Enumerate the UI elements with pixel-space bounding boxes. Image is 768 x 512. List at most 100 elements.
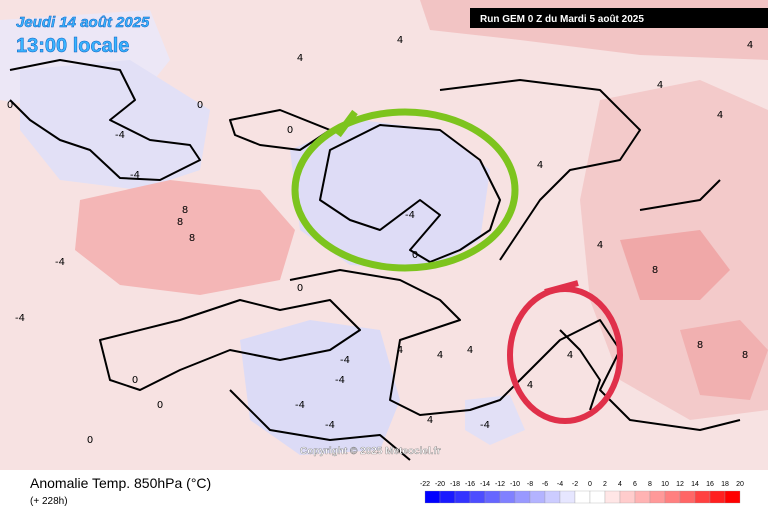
colorbar-tick-label: 18	[721, 481, 729, 488]
lead-time: (+ 228h)	[30, 496, 68, 507]
colorbar-tick-label: -18	[450, 481, 460, 488]
colorbar-tick-label: -2	[572, 481, 578, 488]
anomaly-area	[290, 120, 490, 270]
colorbar-tick-label: 6	[633, 481, 637, 488]
colorbar-box	[724, 490, 741, 504]
coastline	[319, 124, 501, 263]
coastline	[439, 79, 641, 261]
colorbar-tick-label: -20	[435, 481, 445, 488]
contour-label: 4	[747, 40, 753, 51]
colorbar-tick-label: -12	[495, 481, 505, 488]
colorbar-box	[619, 490, 636, 504]
contour-label: 8	[652, 265, 658, 276]
colorbar-tick-label: 10	[661, 481, 669, 488]
contour-label: -4	[130, 170, 140, 181]
colorbar-box	[589, 490, 606, 504]
contour-label: 0	[412, 250, 418, 261]
copyright: Copyright © 2025 Meteociel.fr	[300, 446, 441, 457]
contour-label: 4	[467, 345, 473, 356]
coastline	[229, 389, 411, 461]
anomaly-area	[680, 320, 768, 400]
contour-label: 8	[742, 350, 748, 361]
colorbar-tick-label: -22	[420, 481, 430, 488]
colorbar-box	[514, 490, 531, 504]
contour-label: -4	[405, 210, 415, 221]
forecast-date: Jeudi 14 août 2025	[16, 14, 150, 31]
contour-label: 8	[182, 205, 188, 216]
colorbar-tick-label: 2	[603, 481, 607, 488]
colorbar-tick-label: 16	[706, 481, 714, 488]
contour-label: 0	[132, 375, 138, 386]
contour-label: -4	[325, 420, 335, 431]
contour-label: 4	[657, 80, 663, 91]
colorbar-box	[469, 490, 486, 504]
colorbar-tick-label: 12	[676, 481, 684, 488]
contour-label: -4	[295, 400, 305, 411]
colorbar-box	[664, 490, 681, 504]
colorbar-tick-label: 0	[588, 481, 592, 488]
footer-title: Anomalie Temp. 850hPa (°C)	[30, 475, 211, 491]
contour-label: 4	[527, 380, 533, 391]
contour-label: 4	[427, 415, 433, 426]
contour-label: 4	[537, 160, 543, 171]
contour-label: 0	[287, 125, 293, 136]
colorbar-tick-label: -4	[557, 481, 563, 488]
colorbar-tick-label: 8	[648, 481, 652, 488]
contour-label: 8	[177, 217, 183, 228]
annotations	[291, 108, 623, 424]
colorbar-box	[709, 490, 726, 504]
coastline	[559, 329, 601, 411]
contour-label: 8	[189, 233, 195, 244]
map	[0, 0, 768, 470]
anomaly-area	[75, 180, 295, 295]
contour-label: 4	[437, 350, 443, 361]
contour-label: 4	[567, 350, 573, 361]
colorbar-tick-label: -8	[527, 481, 533, 488]
coastline	[639, 179, 721, 211]
colorbar-box	[424, 490, 441, 504]
colorbar-tick-label: 20	[736, 481, 744, 488]
contour-label: -4	[15, 313, 25, 324]
coastline	[9, 59, 201, 181]
colorbar-box	[529, 490, 546, 504]
run-box	[470, 8, 768, 28]
contour-label: 4	[717, 110, 723, 121]
contour-label: -4	[335, 375, 345, 386]
colorbar-box	[439, 490, 456, 504]
colorbar-tick-label: -14	[480, 481, 490, 488]
colorbar-box	[604, 490, 621, 504]
colorbar-box	[484, 490, 501, 504]
colorbar-box	[544, 490, 561, 504]
colorbar-tick-label: 14	[691, 481, 699, 488]
contour-label: 0	[7, 100, 13, 111]
contour-label: -4	[115, 130, 125, 141]
colorbar-box	[559, 490, 576, 504]
green-stroke	[335, 109, 358, 138]
colorbar-box	[454, 490, 471, 504]
anomaly-area	[20, 60, 210, 190]
colorbar-tick-label: -6	[542, 481, 548, 488]
coastline	[289, 269, 741, 431]
contour-label: 0	[87, 435, 93, 446]
contour-label: 0	[197, 100, 203, 111]
contour-label: 4	[597, 240, 603, 251]
contour-label: 4	[397, 35, 403, 46]
colorbar-box	[649, 490, 666, 504]
contour-label: 4	[297, 53, 303, 64]
red-stroke	[544, 280, 579, 295]
colorbar-tick-label: -10	[510, 481, 520, 488]
colorbar-box	[694, 490, 711, 504]
run-label: Run GEM 0 Z du Mardi 5 août 2025	[480, 14, 644, 25]
anomaly-area	[240, 320, 400, 455]
contour-label: 0	[297, 283, 303, 294]
colorbar-tick-label: -16	[465, 481, 475, 488]
colorbar-box	[499, 490, 516, 504]
anomaly-area	[620, 230, 730, 300]
contour-label: -4	[55, 257, 65, 268]
contour-label: 4	[397, 345, 403, 356]
contour-label: -4	[340, 355, 350, 366]
contour-label: -4	[480, 420, 490, 431]
colorbar: -22 -20 -18 -16 -14 -12 -10 -8 -6 -4 -2 0 2 4 6 8 10 12 14…	[420, 481, 744, 504]
